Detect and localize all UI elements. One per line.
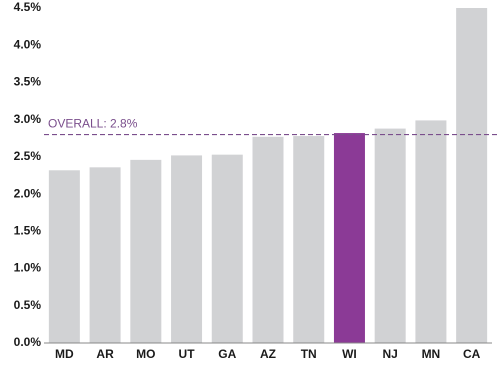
y-tick-label: 0.5% <box>14 298 42 312</box>
y-tick-label: 3.5% <box>14 75 42 89</box>
bar <box>456 8 488 343</box>
overall-label: OVERALL: 2.8% <box>48 117 138 131</box>
bar <box>130 159 162 343</box>
x-tick-label: CA <box>463 347 481 361</box>
bar <box>211 154 243 343</box>
y-tick-label: 1.0% <box>14 261 42 275</box>
y-tick-label: 4.5% <box>14 0 42 14</box>
bar <box>89 167 121 343</box>
bar <box>252 136 284 343</box>
bar <box>171 155 203 343</box>
x-tick-label: AR <box>96 347 114 361</box>
bar <box>48 170 80 343</box>
y-tick-label: 2.0% <box>14 186 42 200</box>
x-tick-label: GA <box>218 347 236 361</box>
y-tick-label: 4.0% <box>14 37 42 51</box>
x-tick-label: MN <box>422 347 441 361</box>
bar <box>293 136 325 343</box>
bar <box>374 128 406 343</box>
y-tick-label: 3.0% <box>14 112 42 126</box>
x-tick-label: MD <box>55 347 74 361</box>
x-tick-label: WI <box>342 347 357 361</box>
y-tick-label: 2.5% <box>14 149 42 163</box>
x-tick-label: TN <box>301 347 317 361</box>
x-tick-label: MO <box>136 347 155 361</box>
y-tick-label: 0.0% <box>14 335 42 349</box>
x-tick-label: NJ <box>383 347 398 361</box>
bar <box>333 133 365 343</box>
bar <box>415 120 447 344</box>
x-tick-label: UT <box>179 347 196 361</box>
y-tick-label: 1.5% <box>14 224 42 238</box>
x-tick-label: AZ <box>260 347 276 361</box>
